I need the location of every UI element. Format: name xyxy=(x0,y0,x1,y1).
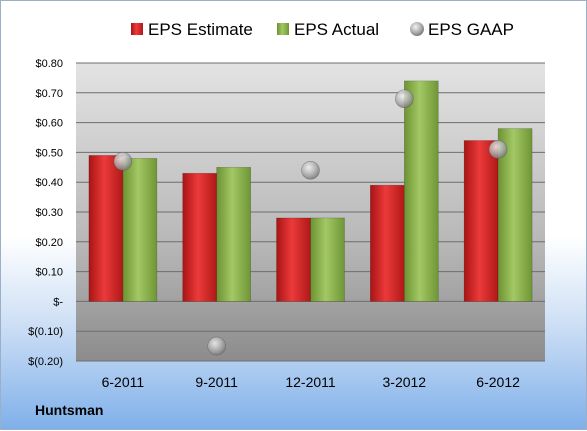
x-tick-label: 6-2012 xyxy=(476,374,520,390)
y-tick-label: $0.50 xyxy=(35,147,63,159)
y-tick-label: $0.10 xyxy=(35,267,63,279)
y-tick-label: $- xyxy=(53,296,63,308)
gaap-points xyxy=(113,89,508,356)
x-tick-label: 9-2011 xyxy=(195,374,238,390)
point-eps-gaap xyxy=(301,160,320,180)
y-tick-label: $0.70 xyxy=(35,88,63,100)
x-tick-label: 3-2012 xyxy=(383,374,427,390)
company-name: Huntsman xyxy=(35,402,104,418)
y-tick-label: $0.30 xyxy=(35,207,63,219)
x-tick-label: 6-2011 xyxy=(102,374,145,390)
legend-label: EPS GAAP xyxy=(428,20,514,39)
x-axis: 6-2011 9-2011 12-2011 3-2012 6-2012 xyxy=(102,374,520,390)
y-tick-label: $(0.20) xyxy=(28,356,63,368)
y-tick-label: $0.40 xyxy=(35,177,63,189)
bar-eps-estimate xyxy=(182,172,217,302)
bar-eps-actual xyxy=(497,128,533,302)
legend-swatch xyxy=(410,22,424,36)
y-axis: $0.80 $0.70 $0.60 $0.50 $0.40 $0.30 $0.20 $0.10… xyxy=(28,58,63,368)
bar-eps-estimate xyxy=(463,140,499,302)
bar-eps-actual xyxy=(122,158,158,302)
x-tick-label: 12-2011 xyxy=(285,374,336,390)
bar-eps-actual xyxy=(310,217,345,302)
bar-eps-actual xyxy=(216,167,251,302)
legend: EPS Estimate EPS Actual EPS GAAP xyxy=(131,20,514,39)
y-tick-label: $0.80 xyxy=(35,58,63,70)
bar-eps-estimate xyxy=(88,155,124,302)
legend-label: EPS Actual xyxy=(294,20,379,39)
point-eps-gaap xyxy=(113,152,133,171)
legend-swatch xyxy=(277,23,289,35)
y-tick-label: $0.20 xyxy=(35,237,63,249)
bar-eps-estimate xyxy=(369,184,405,302)
legend-swatch xyxy=(131,23,143,35)
bar-eps-actual xyxy=(403,80,439,302)
point-eps-gaap xyxy=(207,336,226,356)
point-eps-gaap xyxy=(394,89,414,109)
y-tick-label: $(0.10) xyxy=(28,326,63,338)
bar-eps-estimate xyxy=(276,217,311,302)
legend-label: EPS Estimate xyxy=(148,20,253,39)
y-tick-label: $0.60 xyxy=(35,118,63,130)
point-eps-gaap xyxy=(488,140,508,159)
bars xyxy=(88,80,533,302)
